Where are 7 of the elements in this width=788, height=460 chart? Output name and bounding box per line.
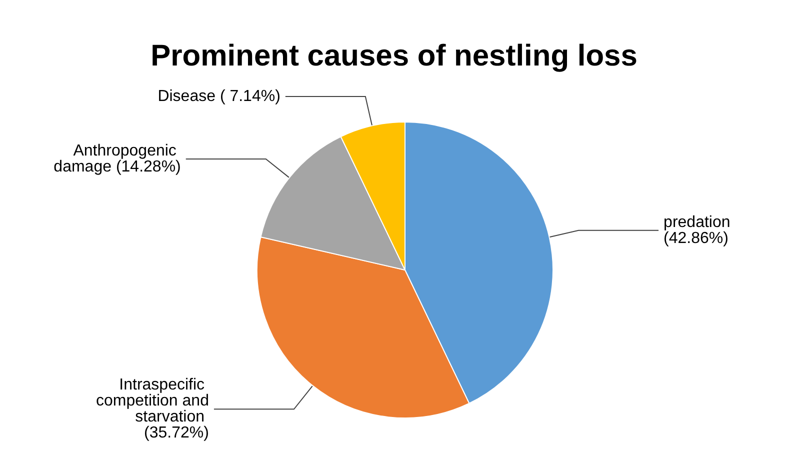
chart-title: Prominent causes of nestling loss [150, 40, 638, 72]
data-label: (35.72%) [144, 424, 209, 442]
slice-label: Intraspecific competition and starvation [96, 376, 209, 426]
slice-label: predation [664, 214, 735, 231]
slice-label: Anthropogenic damage (14.28%) [54, 142, 181, 176]
slice-label: Disease ( 7.14%) [158, 88, 280, 105]
data-label: (42.86%) [664, 230, 728, 247]
